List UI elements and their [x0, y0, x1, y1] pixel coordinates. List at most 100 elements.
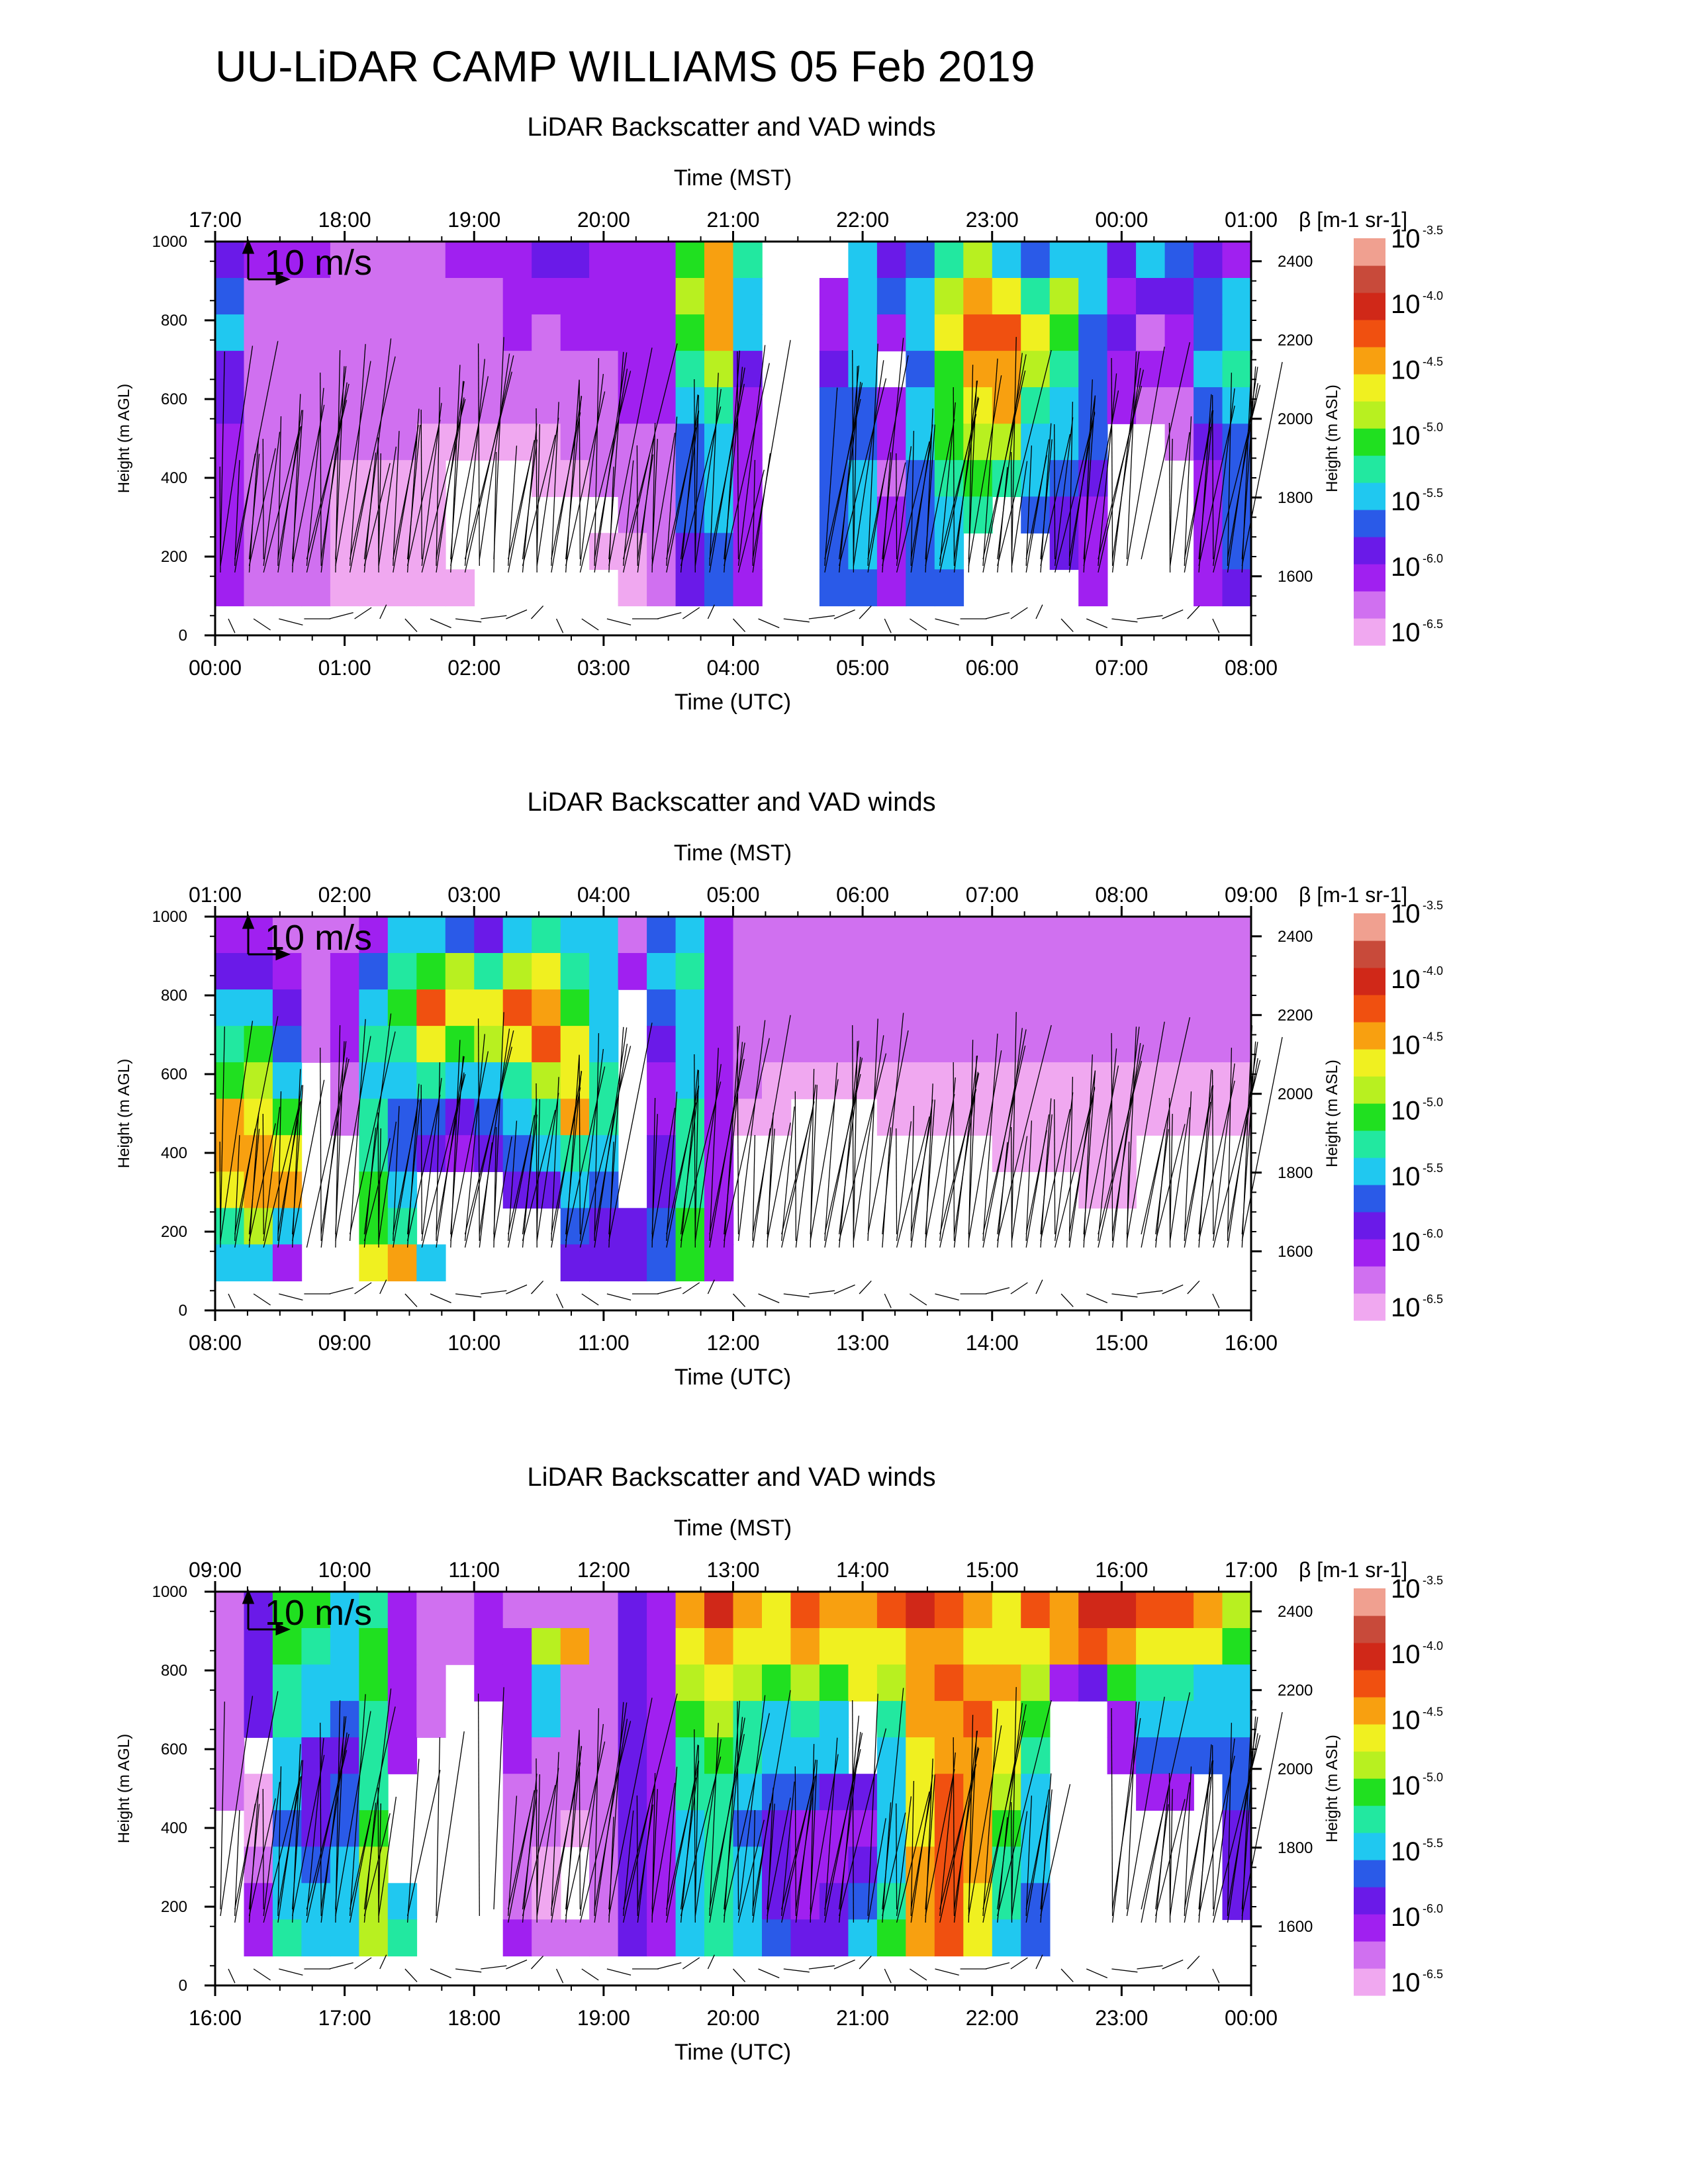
y-tick-label-agl: 0: [179, 1977, 187, 1995]
colorbar-segment: [1354, 482, 1385, 510]
heatmap-cell: [560, 314, 590, 351]
y-tick-label-agl: 800: [161, 312, 187, 330]
heatmap-cell: [215, 1099, 245, 1136]
heatmap-cell: [906, 1701, 935, 1738]
wind-arrow: [481, 1965, 507, 1970]
wind-arrow: [404, 1968, 418, 1983]
wind-arrow: [234, 341, 279, 560]
heatmap-cell: [992, 424, 1022, 461]
heatmap-cell: [1136, 314, 1166, 351]
x-tick-label-utc: 23:00: [1095, 2006, 1148, 2030]
wind-arrow: [248, 1798, 276, 1917]
heatmap-cell: [301, 1919, 331, 1957]
wind-arrow: [406, 1083, 420, 1248]
chart-svg: 10 m/s 00:00 17:00 01:00 18:00 02:00 19:00 03:0…: [115, 165, 1443, 715]
wind-arrow: [752, 1134, 756, 1242]
colorbar-segment: [1354, 591, 1385, 619]
wind-arrow: [724, 363, 770, 567]
wind-arrow: [1040, 433, 1071, 567]
wind-arrow: [1098, 385, 1143, 560]
wind-arrow: [508, 1805, 532, 1910]
heatmap-cell: [1222, 496, 1252, 534]
wind-arrow: [925, 1094, 955, 1242]
heatmap-cell: [876, 917, 907, 954]
heatmap-cell: [359, 1208, 389, 1246]
wind-arrow: [925, 419, 955, 567]
heatmap-cell: [215, 1244, 245, 1282]
heatmap-cell: [1078, 314, 1108, 351]
heatmap-cell: [416, 1592, 446, 1629]
wind-arrow: [363, 1688, 392, 1910]
heatmap-cell: [1021, 1664, 1051, 1702]
heatmap-cell: [272, 1244, 303, 1282]
heatmap-cell: [934, 569, 964, 607]
y-tick-label-asl: 1600: [1278, 568, 1313, 586]
wind-arrow: [354, 1282, 372, 1295]
x-tick-label-utc: 02:00: [447, 656, 500, 680]
wind-arrow: [657, 612, 682, 619]
heatmap-cell: [416, 953, 446, 990]
wind-arrow: [363, 1013, 392, 1235]
wind-arrow: [680, 1760, 700, 1910]
wind-arrow: [1060, 618, 1074, 633]
heatmap-cell: [934, 424, 964, 461]
heatmap-cell: [502, 242, 532, 279]
wind-arrow: [733, 618, 746, 633]
heatmap-cell: [330, 953, 360, 990]
wind-arrow: [997, 349, 1052, 567]
y-tick-label-asl: 2200: [1278, 1007, 1313, 1024]
heatmap-cell: [387, 1883, 418, 1921]
wind-arrow: [1227, 373, 1233, 567]
colorbar-tick-base: 10: [1391, 1903, 1421, 1932]
wind-arrow: [839, 1053, 887, 1242]
heatmap-cell: [502, 1919, 532, 1957]
heatmap-cell: [330, 351, 360, 388]
scale-arrow-icon: [242, 239, 291, 286]
wind-arrow: [896, 453, 898, 560]
x-tick-label-utc: 07:00: [1095, 656, 1148, 680]
x-tick-label-mst: 22:00: [836, 208, 889, 232]
colorbar-tick-label: 10 -5.5: [1391, 1161, 1443, 1191]
wind-arrow: [925, 424, 935, 560]
heatmap-cell: [733, 917, 763, 954]
wind-arrow: [253, 1968, 271, 1981]
heatmap-cell: [848, 989, 878, 1026]
wind-arrow: [1083, 395, 1096, 560]
x-tick-label-utc: 05:00: [836, 656, 889, 680]
heatmap-cell: [1078, 569, 1108, 607]
heatmap-cell: [502, 424, 532, 461]
y-tick-label-asl: 1600: [1278, 1918, 1313, 1936]
wind-arrow: [531, 605, 544, 619]
wind-arrow: [1060, 1293, 1074, 1308]
heatmap-cell: [330, 1062, 360, 1099]
heatmap-cell: [876, 1592, 907, 1629]
lidar-panel-1: LiDAR Backscatter and VAD winds 10 m/s 00…: [0, 106, 1688, 781]
heatmap-cell: [1194, 1737, 1223, 1774]
wind-arrow: [404, 618, 418, 633]
heatmap-cell: [445, 953, 475, 990]
wind-arrow: [1169, 1107, 1190, 1242]
wind-arrow: [1011, 1012, 1017, 1235]
wind-arrow: [622, 343, 678, 560]
heatmap-cell: [704, 1664, 734, 1702]
heatmap-cell: [272, 1592, 303, 1629]
wind-arrow: [752, 459, 756, 567]
heatmap-cell: [560, 1592, 590, 1629]
heatmap-cell: [675, 1628, 705, 1665]
heatmap-cell: [1222, 242, 1252, 279]
colorbar-segment: [1354, 1968, 1385, 1996]
heatmap-cell: [215, 387, 245, 424]
wind-arrow: [306, 388, 324, 567]
colorbar-tick-label: 10 -5.5: [1391, 1837, 1443, 1866]
heatmap-cell: [819, 917, 849, 954]
colorbar-tick-label: 10 -5.0: [1391, 421, 1443, 451]
heatmap-cell: [934, 953, 964, 990]
x-tick-label-utc: 18:00: [447, 2006, 500, 2030]
heatmap-cell: [330, 533, 360, 570]
wind-arrow: [666, 1777, 696, 1910]
wind-arrow: [982, 1708, 998, 1917]
heatmap-cell: [1222, 351, 1252, 388]
wind-arrow: [406, 1095, 441, 1242]
colorbar-tick-base: 10: [1391, 1640, 1421, 1669]
x-tick-label-mst: 14:00: [836, 1558, 889, 1582]
